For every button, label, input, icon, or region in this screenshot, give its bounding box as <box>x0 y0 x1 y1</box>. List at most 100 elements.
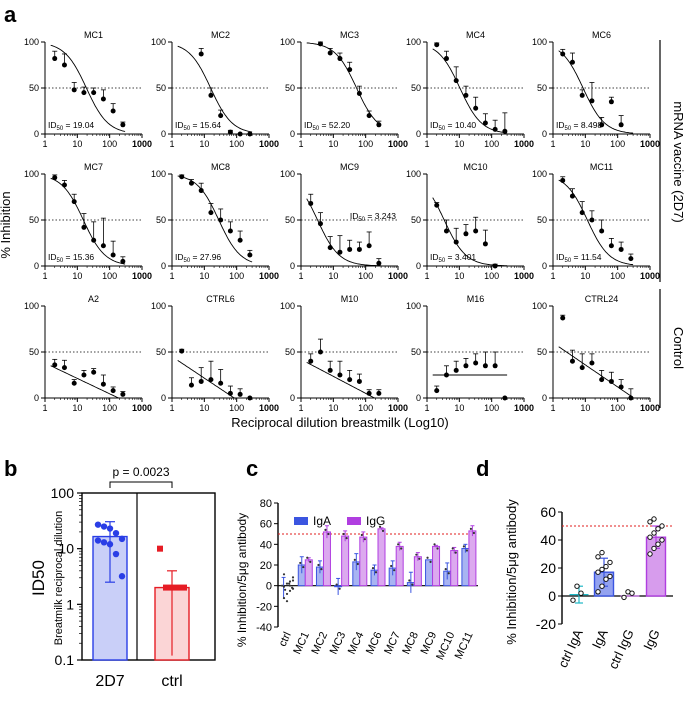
data-point <box>589 217 595 223</box>
data-point <box>181 584 187 591</box>
data-point <box>433 543 436 546</box>
id50-subscript: 50 <box>57 258 64 264</box>
y-tick-label: 60 <box>540 504 556 520</box>
panel-label-a: a <box>4 2 17 27</box>
x-tick-label: IgG <box>640 627 662 652</box>
data-point <box>651 516 657 522</box>
subplot-title: M10 <box>341 294 359 304</box>
data-point <box>603 576 609 582</box>
data-point <box>61 365 67 371</box>
y-tick-label: 0 <box>416 129 421 139</box>
bar-igg <box>377 528 386 587</box>
x-tick-label: 10 <box>199 139 209 149</box>
data-point <box>118 535 126 543</box>
x-tick-label: 1000 <box>388 271 408 281</box>
y-tick-label: 0 <box>290 393 295 403</box>
id50-prefix: ID <box>48 252 57 262</box>
panel-label-c: c <box>246 456 258 481</box>
data-point <box>453 78 459 84</box>
data-point <box>169 584 175 591</box>
y-tick-label: 100 <box>406 169 421 179</box>
x-tick-label: 1000 <box>388 403 408 413</box>
a-y-axis-label: % Inhibition <box>0 191 13 258</box>
data-point <box>335 583 338 586</box>
data-point <box>574 583 580 589</box>
data-point <box>317 349 323 355</box>
data-point <box>52 56 58 62</box>
data-point <box>599 122 605 128</box>
id50-value: 19.04 <box>73 120 95 130</box>
data-point <box>287 582 291 585</box>
y-tick-label: 50 <box>285 347 295 357</box>
data-point <box>603 563 609 570</box>
data-point <box>227 228 233 234</box>
y-tick-label: 100 <box>280 301 295 311</box>
data-point <box>91 90 97 96</box>
data-point <box>599 583 605 589</box>
id50-value: 3.243 <box>375 211 397 221</box>
data-point <box>179 174 185 180</box>
data-point <box>237 391 243 397</box>
data-point <box>320 568 323 571</box>
id50-equals: = <box>63 120 73 130</box>
data-point <box>71 380 77 386</box>
bar-igg <box>395 545 404 587</box>
x-tick-label: 2D7 <box>95 673 124 690</box>
data-point <box>415 553 418 556</box>
y-tick-label: 0 <box>161 393 166 403</box>
data-point <box>353 558 356 561</box>
data-point <box>179 348 185 354</box>
x-tick-label: 100 <box>610 139 625 149</box>
y-tick-label: 40 <box>260 539 272 551</box>
id50-prefix: ID <box>48 120 57 130</box>
data-point <box>291 579 295 582</box>
x-tick-label: 100 <box>484 403 499 413</box>
y-tick-label: 0 <box>290 261 295 271</box>
data-point <box>347 246 353 252</box>
data-point <box>347 377 353 383</box>
fit-curve <box>558 50 634 134</box>
data-point <box>444 568 447 571</box>
panel-label-d: d <box>476 456 489 481</box>
data-point <box>345 537 348 540</box>
fit-curve <box>558 179 634 266</box>
subplot-title: MC6 <box>592 30 611 40</box>
data-point <box>157 545 163 552</box>
data-point <box>400 547 403 550</box>
data-point <box>237 237 243 243</box>
data-point <box>451 547 454 550</box>
data-point <box>282 573 286 576</box>
id50-prefix: ID <box>350 211 359 221</box>
id50-value: 52.20 <box>329 120 351 130</box>
y-tick-label: 0 <box>34 261 39 271</box>
data-point <box>502 395 508 401</box>
data-point <box>337 372 343 378</box>
data-point <box>607 573 613 580</box>
x-tick-label: 10 <box>72 403 82 413</box>
y-tick-label: 0 <box>266 581 272 593</box>
subplot-title: MC1 <box>84 30 103 40</box>
data-point <box>629 590 635 596</box>
data-point <box>337 56 343 62</box>
id50-subscript: 50 <box>565 258 572 264</box>
data-point <box>589 98 595 104</box>
y-tick-label: 50 <box>285 83 295 93</box>
id50-label: ID50 = 52.20 <box>304 120 350 132</box>
data-point <box>434 388 440 394</box>
data-point <box>91 369 97 375</box>
y-tick-label: 0 <box>548 588 556 604</box>
data-point <box>198 188 204 194</box>
p-value-label: p = 0.0023 <box>112 465 169 479</box>
data-point <box>317 41 323 47</box>
x-tick-label: 1000 <box>514 271 534 281</box>
data-point <box>443 56 449 62</box>
id50-subscript: 50 <box>184 258 191 264</box>
id50-label: ID50 = 19.04 <box>48 120 94 132</box>
x-tick-label: IgA <box>589 627 611 651</box>
plot-frame <box>81 492 216 661</box>
data-point <box>492 263 498 269</box>
data-point <box>71 87 77 93</box>
bar-igg <box>341 535 350 587</box>
data-point <box>390 564 393 568</box>
data-point <box>94 537 102 544</box>
